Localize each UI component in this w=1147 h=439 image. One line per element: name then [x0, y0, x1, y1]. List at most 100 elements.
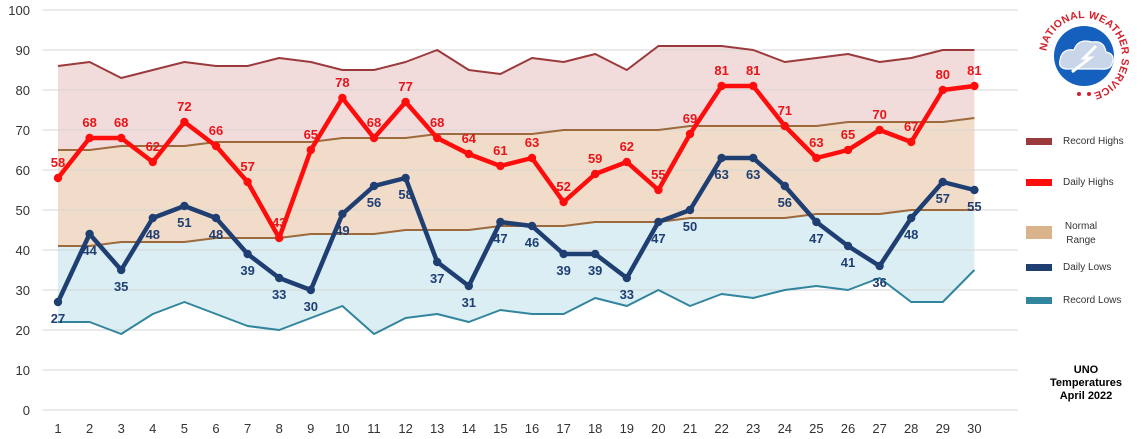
legend-swatch-record-lows — [1026, 297, 1052, 304]
daily-high-label-20: 55 — [651, 167, 665, 182]
daily-low-label-12: 58 — [398, 187, 412, 202]
daily-high-label-26: 65 — [841, 127, 855, 142]
daily-high-label-1: 58 — [51, 155, 65, 170]
daily-high-point-6 — [211, 141, 221, 151]
daily-high-label-7: 57 — [240, 159, 254, 174]
legend-label-daily-highs: Daily Highs — [1063, 177, 1114, 188]
daily-low-point-23 — [749, 153, 758, 163]
legend-label-daily-lows: Daily Lows — [1063, 262, 1112, 273]
daily-high-label-25: 63 — [809, 135, 823, 150]
daily-low-point-26 — [843, 241, 853, 251]
x-tick-label-30: 30 — [967, 421, 981, 436]
daily-low-point-13 — [433, 257, 442, 267]
daily-low-point-19 — [622, 273, 631, 283]
nws-logo: NATIONAL WEATHER SERVICE — [1032, 4, 1136, 108]
daily-high-point-27 — [875, 125, 884, 135]
x-tick-label-21: 21 — [683, 421, 697, 436]
daily-high-label-19: 62 — [620, 139, 634, 154]
daily-high-point-23 — [749, 81, 758, 91]
daily-low-label-21: 50 — [683, 219, 697, 234]
daily-low-label-2: 44 — [82, 243, 97, 258]
y-tick-label-20: 20 — [16, 323, 30, 338]
legend-swatch-daily-highs — [1026, 179, 1052, 186]
daily-high-point-2 — [85, 133, 94, 143]
daily-low-label-4: 48 — [146, 227, 160, 242]
x-tick-label-14: 14 — [462, 421, 476, 436]
daily-low-point-1 — [53, 297, 63, 307]
daily-high-point-20 — [654, 185, 663, 195]
x-tick-label-4: 4 — [149, 421, 156, 436]
x-tick-label-10: 10 — [335, 421, 349, 436]
daily-high-label-28: 67 — [904, 119, 918, 134]
daily-high-label-10: 78 — [335, 75, 349, 90]
daily-high-point-29 — [938, 85, 947, 95]
daily-high-label-30: 81 — [967, 63, 981, 78]
daily-high-label-8: 43 — [272, 215, 286, 230]
daily-high-point-9 — [306, 145, 315, 155]
daily-low-label-26: 41 — [841, 255, 855, 270]
x-tick-label-20: 20 — [651, 421, 665, 436]
daily-high-label-9: 65 — [304, 127, 318, 142]
daily-low-point-8 — [275, 273, 284, 283]
daily-low-label-10: 49 — [335, 223, 349, 238]
daily-low-label-20: 47 — [651, 231, 665, 246]
y-tick-label-50: 50 — [16, 203, 30, 218]
daily-low-point-6 — [211, 213, 221, 223]
daily-low-label-24: 56 — [778, 195, 792, 210]
daily-high-label-17: 52 — [556, 179, 570, 194]
caption-period: April 2022 — [1059, 390, 1113, 402]
daily-high-point-1 — [53, 173, 63, 183]
x-tick-label-12: 12 — [398, 421, 412, 436]
x-tick-label-17: 17 — [556, 421, 570, 436]
y-tick-label-10: 10 — [16, 363, 30, 378]
chart-marks — [53, 81, 979, 307]
daily-low-label-15: 47 — [493, 231, 507, 246]
daily-high-point-5 — [180, 117, 189, 127]
daily-high-point-11 — [369, 133, 379, 143]
daily-high-label-11: 68 — [367, 115, 381, 130]
daily-low-label-18: 39 — [588, 263, 602, 278]
caption-station: UNO — [1073, 364, 1099, 376]
daily-high-point-10 — [338, 93, 347, 103]
x-tick-label-19: 19 — [620, 421, 634, 436]
x-tick-label-5: 5 — [181, 421, 188, 436]
x-tick-label-15: 15 — [493, 421, 507, 436]
daily-low-point-29 — [938, 177, 947, 187]
daily-high-point-17 — [559, 197, 568, 207]
daily-low-point-20 — [654, 217, 663, 227]
x-tick-label-29: 29 — [936, 421, 950, 436]
daily-high-label-27: 70 — [872, 107, 886, 122]
daily-low-point-18 — [591, 249, 600, 259]
x-tick-label-16: 16 — [525, 421, 539, 436]
daily-low-point-12 — [401, 173, 410, 183]
daily-high-label-14: 64 — [462, 131, 477, 146]
legend-label-record-highs: Record Highs — [1063, 136, 1124, 147]
x-tick-label-8: 8 — [276, 421, 283, 436]
daily-low-point-21 — [685, 205, 695, 215]
daily-low-point-25 — [812, 217, 821, 227]
daily-high-point-13 — [433, 133, 442, 143]
daily-low-point-24 — [780, 181, 789, 191]
daily-high-label-21: 69 — [683, 111, 697, 126]
daily-high-point-8 — [275, 233, 284, 243]
daily-low-label-7: 39 — [240, 263, 254, 278]
daily-low-label-28: 48 — [904, 227, 918, 242]
daily-low-label-8: 33 — [272, 287, 286, 302]
chart-data-labels: 58 68 68 62 72 66 57 43 65 78 68 77 68 64 61 63 52 59 62 55… — [51, 63, 982, 326]
daily-low-point-14 — [464, 281, 473, 291]
record-lows-line — [58, 269, 976, 335]
chart-fills — [58, 46, 975, 334]
daily-high-label-5: 72 — [177, 99, 191, 114]
daily-high-label-22: 81 — [714, 63, 728, 78]
daily-high-label-18: 59 — [588, 151, 602, 166]
x-tick-label-7: 7 — [244, 421, 251, 436]
daily-high-label-23: 81 — [746, 63, 760, 78]
x-tick-label-11: 11 — [367, 421, 381, 436]
legend-swatch-normal-range — [1026, 226, 1052, 239]
y-tick-label-0: 0 — [23, 403, 30, 418]
x-tick-label-13: 13 — [430, 421, 444, 436]
daily-low-label-6: 48 — [209, 227, 223, 242]
daily-high-label-16: 63 — [525, 135, 539, 150]
